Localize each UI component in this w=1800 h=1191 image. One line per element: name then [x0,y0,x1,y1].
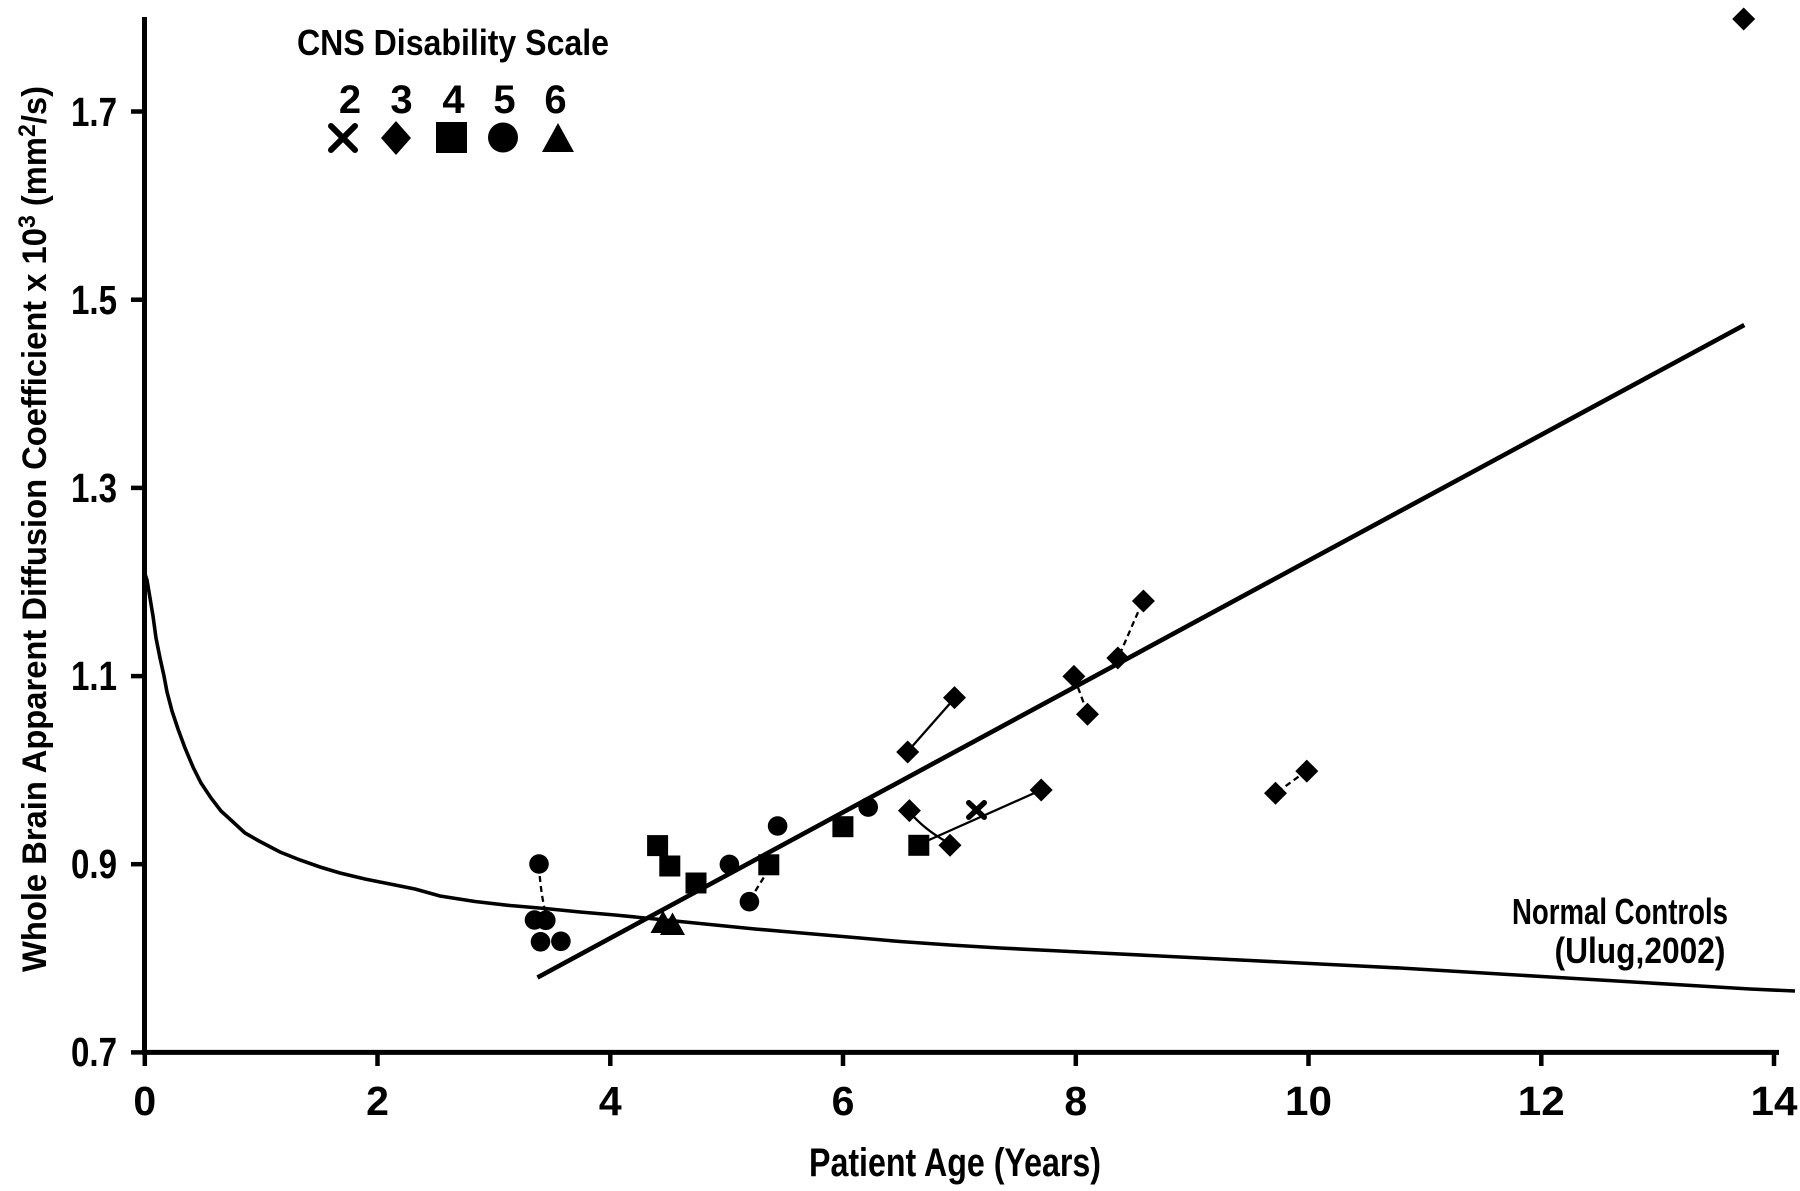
svg-text:0: 0 [133,1078,156,1124]
svg-text:1.1: 1.1 [71,653,117,699]
svg-text:CNS Disability Scale: CNS Disability Scale [297,22,609,63]
svg-text:(Ulug,2002): (Ulug,2002) [1555,930,1726,971]
svg-text:10: 10 [1285,1078,1332,1124]
svg-text:3: 3 [390,78,412,122]
svg-text:6: 6 [544,78,566,122]
svg-text:2: 2 [366,1078,389,1124]
svg-text:1.3: 1.3 [71,465,117,511]
svg-text:0.7: 0.7 [71,1029,117,1075]
svg-text:Patient Age (Years): Patient Age (Years) [809,1141,1101,1185]
svg-text:5: 5 [493,78,515,122]
svg-text:1.7: 1.7 [71,89,117,135]
svg-text:14: 14 [1751,1078,1798,1124]
svg-text:4: 4 [599,1078,622,1124]
svg-text:12: 12 [1518,1078,1565,1124]
svg-text:Whole Brain Apparent Diffusion: Whole Brain Apparent Diffusion Coefficie… [14,86,54,972]
svg-text:0.9: 0.9 [71,841,117,887]
svg-text:4: 4 [442,78,465,122]
svg-text:2: 2 [339,78,361,122]
svg-text:Normal Controls: Normal Controls [1512,891,1728,932]
svg-text:8: 8 [1064,1078,1087,1124]
svg-text:1.5: 1.5 [71,277,117,323]
svg-text:6: 6 [832,1078,855,1124]
